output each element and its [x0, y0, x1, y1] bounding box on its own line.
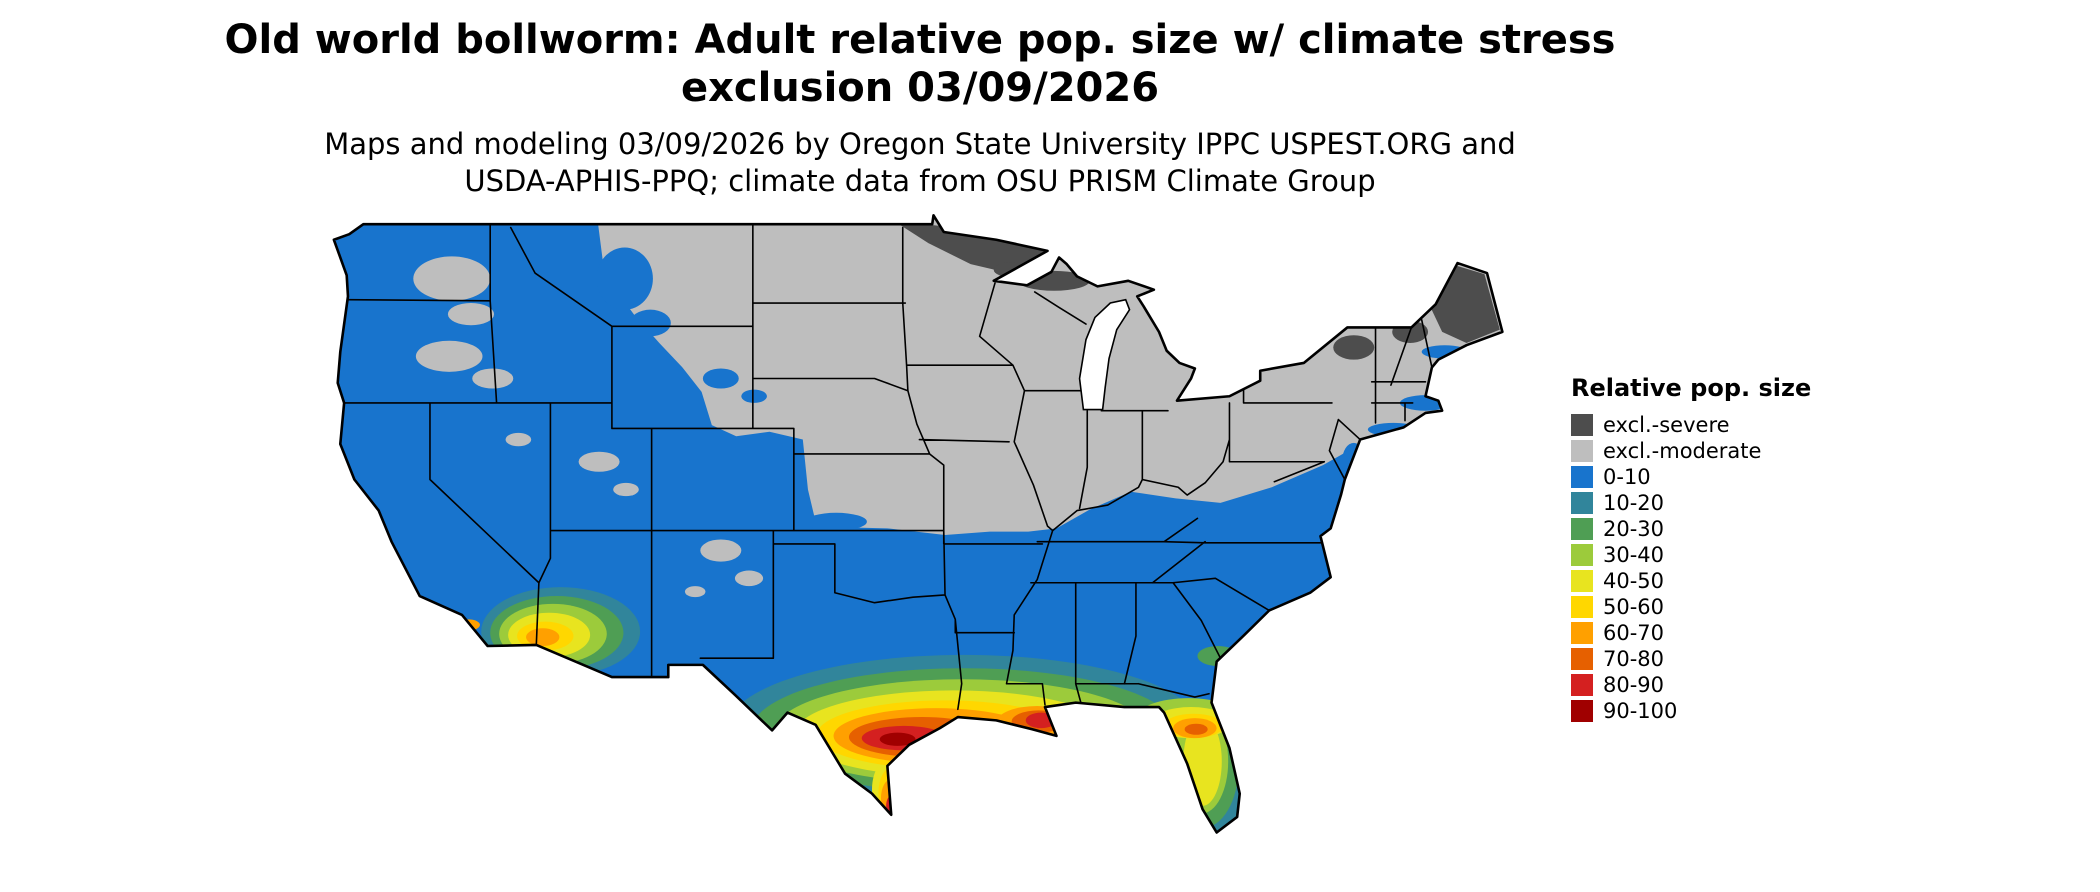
- legend-swatch: [1571, 518, 1593, 540]
- legend-swatch: [1571, 414, 1593, 436]
- legend-label: 60-70: [1603, 621, 1665, 645]
- legend-items: excl.-severe excl.-moderate 0-10 10-20 2…: [1571, 412, 1811, 724]
- map-fill-layers: [333, 215, 1503, 833]
- legend-label: 90-100: [1603, 699, 1678, 723]
- legend-row: 10-20: [1571, 490, 1811, 516]
- legend-label: excl.-moderate: [1603, 439, 1762, 463]
- map-title: Old world bollworm: Adult relative pop. …: [0, 16, 1840, 112]
- map-subtitle-line2: USDA-APHIS-PPQ; climate data from OSU PR…: [464, 164, 1376, 198]
- map-subtitle: Maps and modeling 03/09/2026 by Oregon S…: [0, 126, 1840, 200]
- legend-label: 0-10: [1603, 465, 1651, 489]
- legend-swatch: [1571, 466, 1593, 488]
- us-map-svg: [298, 212, 1528, 878]
- us-map: [298, 212, 1528, 878]
- legend-row: 30-40: [1571, 542, 1811, 568]
- legend-title: Relative pop. size: [1571, 374, 1812, 402]
- legend-swatch: [1571, 700, 1593, 722]
- map-title-line2: exclusion 03/09/2026: [680, 65, 1160, 111]
- legend-row: 40-50: [1571, 568, 1811, 594]
- conus-outline: [334, 215, 1503, 832]
- legend-row: 70-80: [1571, 646, 1811, 672]
- legend-row: excl.-moderate: [1571, 438, 1811, 464]
- legend-label: 40-50: [1603, 569, 1665, 593]
- legend-row: 50-60: [1571, 594, 1811, 620]
- legend-swatch: [1571, 674, 1593, 696]
- legend: Relative pop. size excl.-severe excl.-mo…: [1571, 374, 1811, 724]
- legend-row: excl.-severe: [1571, 412, 1811, 438]
- legend-swatch: [1571, 440, 1593, 462]
- legend-row: 60-70: [1571, 620, 1811, 646]
- legend-label: 20-30: [1603, 517, 1665, 541]
- map-subtitle-line1: Maps and modeling 03/09/2026 by Oregon S…: [324, 127, 1516, 161]
- map-title-line1: Old world bollworm: Adult relative pop. …: [224, 17, 1616, 63]
- legend-swatch: [1571, 648, 1593, 670]
- legend-label: 10-20: [1603, 491, 1665, 515]
- legend-swatch: [1571, 492, 1593, 514]
- legend-swatch: [1571, 544, 1593, 566]
- legend-row: 20-30: [1571, 516, 1811, 542]
- legend-label: 30-40: [1603, 543, 1665, 567]
- state-borders: [344, 224, 1432, 709]
- legend-swatch: [1571, 570, 1593, 592]
- legend-swatch: [1571, 622, 1593, 644]
- legend-label: excl.-severe: [1603, 413, 1730, 437]
- legend-swatch: [1571, 596, 1593, 618]
- legend-label: 80-90: [1603, 673, 1665, 697]
- legend-label: 50-60: [1603, 595, 1665, 619]
- lake-michigan: [1080, 300, 1130, 410]
- layer-90-100: [879, 732, 916, 746]
- legend-label: 70-80: [1603, 647, 1665, 671]
- legend-row: 0-10: [1571, 464, 1811, 490]
- legend-row: 80-90: [1571, 672, 1811, 698]
- legend-row: 90-100: [1571, 698, 1811, 724]
